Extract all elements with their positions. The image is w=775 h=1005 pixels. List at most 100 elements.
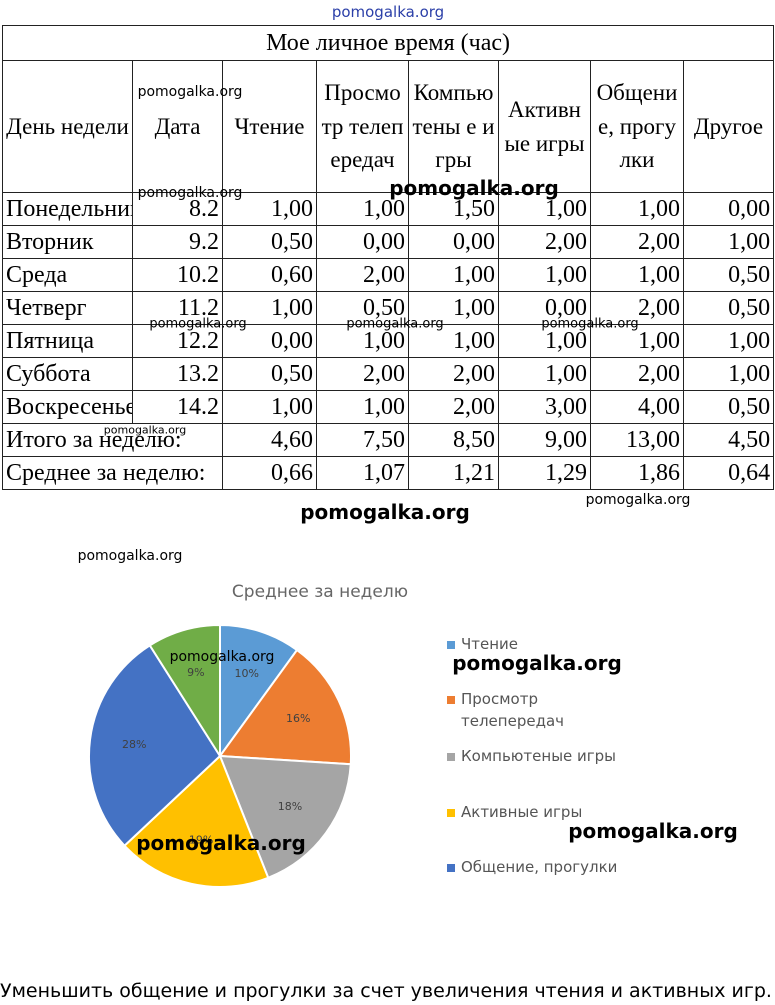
summary-row: Среднее за неделю: 0,66 1,07 1,21 1,29 1,86 0,… bbox=[2, 456, 775, 490]
pie-slice bbox=[148, 623, 221, 760]
day-cell: Суббота bbox=[2, 357, 133, 391]
summary-value: 1,86 bbox=[590, 456, 684, 490]
watermark: pomogalka.org bbox=[169, 649, 275, 665]
legend-label: Активные игры bbox=[461, 803, 583, 821]
pie-slice bbox=[123, 754, 270, 888]
summary-value: 4,60 bbox=[222, 423, 317, 457]
data-row: Понедельник 8.2 1,00 1,00 1,50 1,00 1,00 0,00 bbox=[2, 192, 775, 226]
data-row: Вторник 9.2 0,50 0,00 0,00 2,00 2,00 1,00 bbox=[2, 225, 775, 259]
data-row: Суббота 13.2 0,50 2,00 2,00 1,00 2,00 1,00 bbox=[2, 357, 775, 391]
summary-value: 1,29 bbox=[498, 456, 591, 490]
pie-chart: Среднее за неделю 10% 16% 18% 19% 28% 9% bbox=[88, 582, 408, 888]
pie-slice bbox=[218, 754, 352, 880]
header-row: День недели Дата Чтение Просмотр телепереда… bbox=[2, 60, 775, 193]
value-cell: 0,50 bbox=[222, 357, 317, 391]
watermark: pomogalka.org bbox=[389, 176, 559, 200]
time-table: Мое личное время (час) День недели Дата Чт… bbox=[1, 25, 775, 490]
pie-slice bbox=[218, 648, 352, 766]
value-cell: 1,00 bbox=[222, 390, 317, 424]
watermark: pomogalka.org bbox=[452, 651, 622, 675]
slice-label: 10% bbox=[234, 667, 258, 680]
value-cell: 2,00 bbox=[498, 225, 591, 259]
watermark: pomogalka.org bbox=[149, 316, 247, 332]
summary-value: 1,21 bbox=[408, 456, 499, 490]
watermark: pomogalka.org bbox=[136, 831, 306, 855]
value-cell: 2,00 bbox=[408, 357, 499, 391]
day-cell: Воскресенье bbox=[2, 390, 133, 424]
value-cell: 0,00 bbox=[408, 225, 499, 259]
value-cell: 2,00 bbox=[408, 390, 499, 424]
summary-label: Итого за неделю: bbox=[2, 423, 223, 457]
value-cell: 8.2 bbox=[132, 192, 223, 226]
value-cell: 1,00 bbox=[408, 258, 499, 292]
watermark: pomogalka.org bbox=[346, 316, 444, 332]
legend-label: Просмотр телепередач bbox=[461, 690, 564, 730]
value-cell: 0,50 bbox=[222, 225, 317, 259]
day-cell: Среда bbox=[2, 258, 133, 292]
legend-label: Общение, прогулки bbox=[461, 858, 618, 876]
watermark: pomogalka.org bbox=[137, 84, 243, 100]
legend-label: Чтение bbox=[461, 635, 519, 653]
value-cell: 1,00 bbox=[590, 192, 684, 226]
header-cell: Просмотр телепередач bbox=[316, 60, 409, 193]
watermark: pomogalka.org bbox=[585, 492, 691, 508]
data-row: Пятница 12.2 0,00 1,00 1,00 1,00 1,00 1,00 bbox=[2, 324, 775, 358]
value-cell: 0,00 bbox=[316, 225, 409, 259]
chart-title: Среднее за неделю bbox=[232, 582, 408, 602]
legend-label: Компьютеные игры bbox=[461, 747, 617, 765]
value-cell: 2,00 bbox=[590, 357, 684, 391]
summary-value: 4,50 bbox=[682, 423, 775, 457]
slice-label: 19% bbox=[189, 833, 213, 846]
value-cell: 1,00 bbox=[498, 258, 591, 292]
value-cell: 1,00 bbox=[316, 324, 409, 358]
watermark: pomogalka.org bbox=[77, 548, 183, 564]
summary-value: 9,00 bbox=[498, 423, 591, 457]
legend-swatch bbox=[447, 864, 455, 872]
data-row: Воскресенье 14.2 1,00 1,00 2,00 3,00 4,00 0,50 bbox=[2, 390, 775, 424]
header-cell: Другое bbox=[682, 60, 775, 193]
value-cell: 1,00 bbox=[590, 324, 684, 358]
summary-label: Среднее за неделю: bbox=[2, 456, 223, 490]
header-cell: Чтение bbox=[222, 60, 317, 193]
value-cell: 1,00 bbox=[408, 324, 499, 358]
watermark: pomogalka.org bbox=[541, 316, 639, 332]
summary-value: 13,00 bbox=[590, 423, 684, 457]
value-cell: 1,00 bbox=[682, 357, 775, 391]
watermark: pomogalka.org bbox=[331, 3, 445, 21]
legend-swatch bbox=[447, 809, 455, 817]
value-cell: 2,00 bbox=[590, 225, 684, 259]
value-cell: 9.2 bbox=[132, 225, 223, 259]
value-cell: 0,60 bbox=[222, 258, 317, 292]
value-cell: 3,00 bbox=[498, 390, 591, 424]
slice-label: 18% bbox=[278, 800, 302, 813]
data-row: Среда 10.2 0,60 2,00 1,00 1,00 1,00 0,50 bbox=[2, 258, 775, 292]
legend-swatch bbox=[447, 641, 455, 649]
day-cell: Пятница bbox=[2, 324, 133, 358]
value-cell: 0,50 bbox=[682, 390, 775, 424]
day-cell: Понедельник bbox=[2, 192, 133, 226]
day-cell: Вторник bbox=[2, 225, 133, 259]
watermark: pomogalka.org bbox=[300, 500, 470, 524]
value-cell: 4,00 bbox=[590, 390, 684, 424]
value-cell: 1,00 bbox=[682, 324, 775, 358]
legend-swatch bbox=[447, 753, 455, 761]
summary-value: 1,07 bbox=[316, 456, 409, 490]
header-cell: Компьютены е игры bbox=[408, 60, 499, 193]
value-cell: 0,50 bbox=[682, 291, 775, 325]
value-cell: 14.2 bbox=[132, 390, 223, 424]
pie-slice bbox=[88, 644, 222, 848]
day-cell: Четверг bbox=[2, 291, 133, 325]
table-title: Мое личное время (час) bbox=[1, 25, 775, 61]
value-cell: 0,00 bbox=[498, 291, 591, 325]
value-cell: 0,00 bbox=[682, 192, 775, 226]
header-cell: День недели bbox=[2, 60, 133, 193]
table-body: Мое личное время (час) День недели Дата Чт… bbox=[1, 25, 775, 490]
caption: Уменьшить общение и прогулки за счет уве… bbox=[0, 980, 772, 1002]
value-cell: 1,00 bbox=[498, 357, 591, 391]
watermark: pomogalka.org bbox=[137, 185, 243, 201]
summary-value: 8,50 bbox=[408, 423, 499, 457]
value-cell: 2,00 bbox=[316, 258, 409, 292]
value-cell: 2,00 bbox=[316, 357, 409, 391]
value-cell: 10.2 bbox=[132, 258, 223, 292]
